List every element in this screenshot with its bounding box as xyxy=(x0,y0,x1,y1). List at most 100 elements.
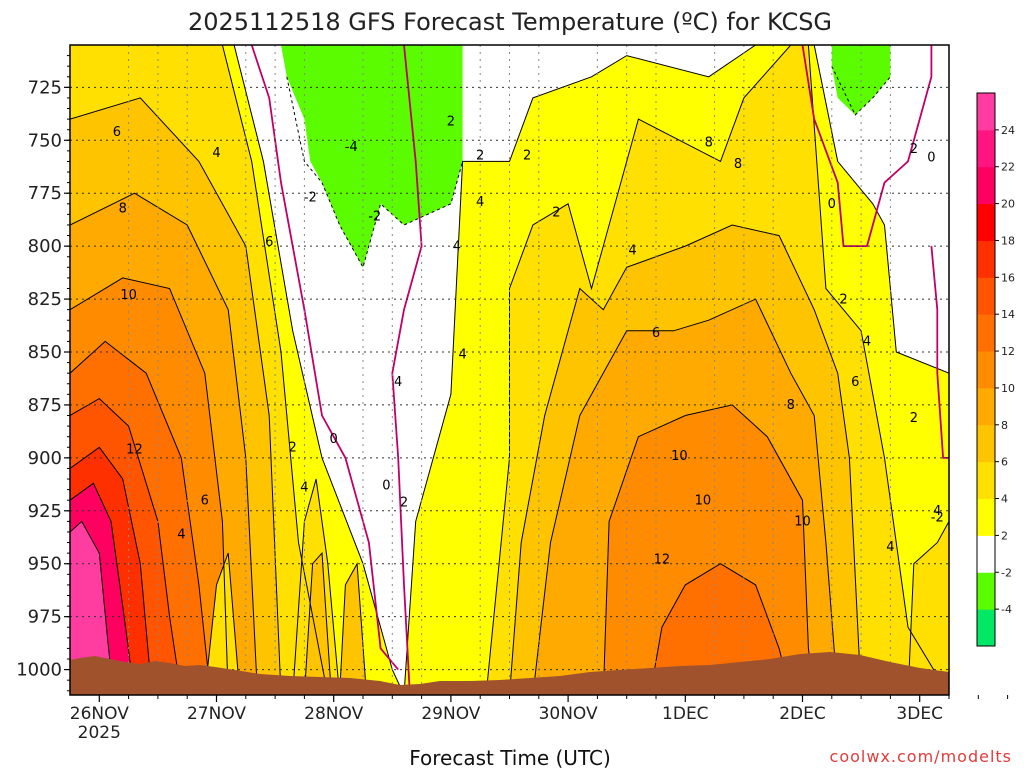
contour-label: 10 xyxy=(695,493,712,508)
contour-label: 6 xyxy=(652,326,660,341)
y-tick-label: 725 xyxy=(28,77,62,98)
contour-label: 10 xyxy=(120,288,137,303)
contour-label: 0 xyxy=(828,197,836,212)
y-tick-label: 900 xyxy=(28,448,62,469)
colorbar-tick-label: 22 xyxy=(1001,161,1015,174)
colorbar-tick-label: 2 xyxy=(1001,529,1008,542)
colorbar-swatch xyxy=(977,461,995,500)
colorbar-tick-label: 14 xyxy=(1001,308,1015,321)
freezing-contour-3 xyxy=(930,246,949,459)
contour-line-12 xyxy=(339,561,368,695)
contour-label: 4 xyxy=(628,244,636,259)
contour-label: 2 xyxy=(447,114,455,129)
fill-region-6-12 xyxy=(339,563,367,695)
colorbar-swatch xyxy=(977,609,995,647)
x-tick-label: 26NOV xyxy=(70,704,129,724)
colorbar-swatch xyxy=(977,498,995,536)
colorbar-tick-label: 24 xyxy=(1001,124,1015,137)
freezing-contour-2 xyxy=(801,45,933,247)
x-tick-label: 27NOV xyxy=(187,704,246,724)
contour-line-10 xyxy=(292,478,341,695)
contour-label: 2 xyxy=(910,142,918,157)
x-tick-label: 2DEC xyxy=(779,704,826,724)
contour-line-0 xyxy=(70,45,405,695)
x-tick-label: 28NOV xyxy=(304,704,363,724)
y-axis: 725 750 775 800 825 850 875 900 925 950 975 1000 xyxy=(16,55,70,692)
contour-label: 2 xyxy=(476,148,484,163)
contour-line-4 xyxy=(70,277,229,695)
contour-label: 4 xyxy=(453,239,461,254)
contour-label: 8 xyxy=(787,398,795,413)
contour-label: -2 xyxy=(304,191,317,206)
credit-link[interactable]: coolwx.com/modelts xyxy=(830,747,1012,766)
contour-label: 6 xyxy=(113,125,121,140)
ground-surface xyxy=(70,652,949,695)
contour-label: 6 xyxy=(851,375,859,390)
fill-region--4-21 xyxy=(281,45,463,268)
y-tick-label: 750 xyxy=(28,130,62,151)
contour-label: 2 xyxy=(523,148,531,163)
contour-label: 4 xyxy=(177,527,185,542)
contour-line-6 xyxy=(70,397,182,695)
contour-label: 4 xyxy=(863,335,871,350)
colorbar-swatch xyxy=(977,93,995,131)
contour-label: 4 xyxy=(300,481,308,496)
colorbar-frame xyxy=(976,92,996,647)
freezing-contour-0 xyxy=(250,45,399,671)
contour-line-9 xyxy=(70,520,114,695)
grid-lines xyxy=(70,45,949,695)
contour-label: 4 xyxy=(212,146,220,161)
x-axis: 26NOV 27NOV 28NOV 29NOV 30NOV 1DEC 2DEC 3DEC 202… xyxy=(70,695,1009,743)
contour-line-1 xyxy=(70,45,329,695)
contour-label: 4 xyxy=(933,504,941,519)
colorbar-tick-label: 4 xyxy=(1001,493,1008,506)
contour-label: -4 xyxy=(345,140,358,155)
contour-line-17 xyxy=(532,298,839,695)
y-tick-label: 875 xyxy=(28,395,62,416)
y-tick-label: 975 xyxy=(28,607,62,628)
contour-label: 8 xyxy=(705,136,713,151)
colorbar-tick-label: 16 xyxy=(1001,271,1015,284)
freezing-contour-1 xyxy=(391,45,423,695)
contour-line-14 xyxy=(403,45,949,695)
contour-line-16 xyxy=(508,224,862,695)
contour-label: 2 xyxy=(289,441,297,456)
y-tick-label: 1000 xyxy=(16,660,62,681)
colorbar-tick-label: 10 xyxy=(1001,382,1015,395)
contour-label: 8 xyxy=(119,201,127,216)
x-tick-label: 29NOV xyxy=(421,704,480,724)
contour-label: 4 xyxy=(476,195,484,210)
contour-label: 0 xyxy=(927,150,935,165)
colorbar-tick-label: 12 xyxy=(1001,345,1015,358)
contour-line-5 xyxy=(70,340,212,695)
colorbar-tick-label: 8 xyxy=(1001,419,1008,432)
freezing-line-contours xyxy=(250,45,949,695)
colorbar-swatch xyxy=(977,129,995,168)
x-year-label: 2025 xyxy=(78,723,121,743)
colorbar-swatch xyxy=(977,240,995,278)
y-tick-label: 825 xyxy=(28,289,62,310)
contour-label: 12 xyxy=(654,553,671,568)
colorbar-swatch xyxy=(977,387,995,426)
colorbar-tick-label: 6 xyxy=(1001,456,1008,469)
contour-label: 2 xyxy=(552,205,560,220)
contour-line-15 xyxy=(485,45,949,695)
colorbar-swatch xyxy=(977,351,995,389)
contour-label: 2 xyxy=(400,496,408,511)
colorbar-swatch xyxy=(977,535,995,573)
x-tick-label: 30NOV xyxy=(539,704,598,724)
colorbar-tick-label: 20 xyxy=(1001,198,1015,211)
contour-label: 10 xyxy=(794,515,811,530)
contour-line-20 xyxy=(907,521,949,695)
contour-label: -2 xyxy=(368,210,381,225)
contour-label: 10 xyxy=(671,449,688,464)
fill-region--4-22 xyxy=(831,45,891,115)
x-tick-label: 3DEC xyxy=(896,704,943,724)
colorbar-swatch xyxy=(977,166,995,205)
contour-line-7 xyxy=(70,446,153,695)
colorbar-swatch xyxy=(977,424,995,463)
contour-line-13 xyxy=(204,552,241,695)
